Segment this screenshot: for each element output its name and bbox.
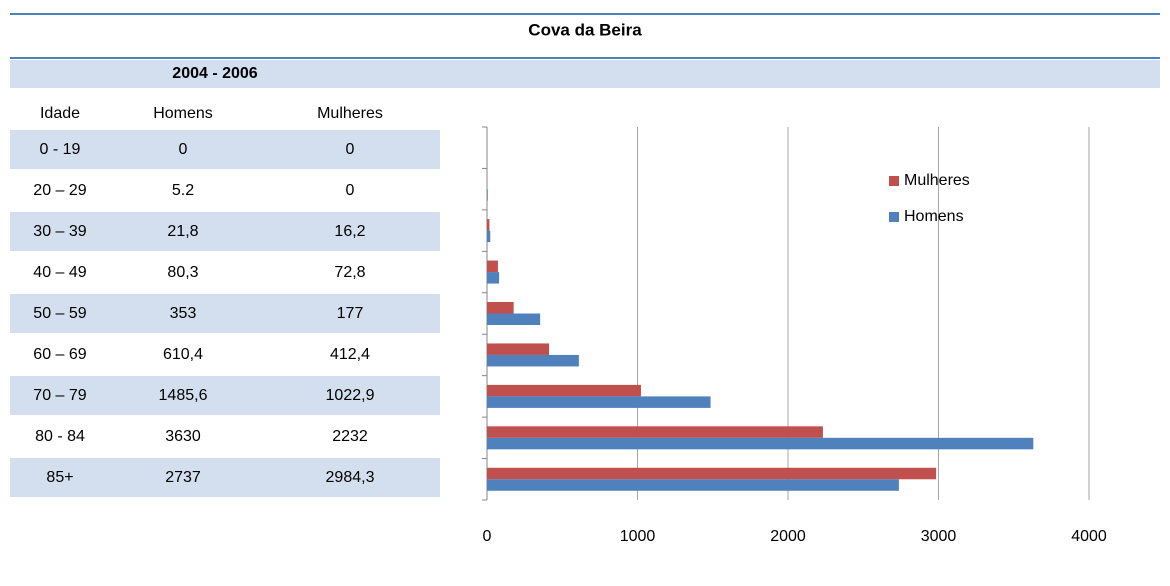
x-tick-label: 0: [483, 528, 492, 545]
bar: [487, 343, 550, 355]
legend-label: Mulheres: [904, 172, 970, 189]
cell: 21,8: [167, 223, 198, 240]
cell: 50 – 59: [33, 305, 86, 322]
bar: [487, 230, 491, 243]
bar: [487, 396, 711, 408]
period: 2004 - 2006: [172, 65, 258, 82]
cell: 30 – 39: [33, 223, 86, 240]
row-band: [10, 294, 440, 333]
title: Cova da Beira: [528, 20, 642, 39]
cell: 1485,6: [159, 387, 208, 404]
cell: 80,3: [167, 264, 198, 281]
bar: [487, 426, 823, 438]
bar: [487, 302, 514, 314]
x-tick-label: 2000: [770, 528, 806, 545]
bar: [487, 479, 899, 491]
row-band: [10, 458, 440, 497]
bar: [487, 313, 541, 325]
cell: 2232: [332, 428, 368, 445]
bar: [487, 354, 579, 367]
column-header: Mulheres: [317, 105, 383, 122]
bar: [487, 272, 500, 284]
legend-swatch: [889, 212, 899, 222]
cell: 353: [170, 305, 197, 322]
column-header: Homens: [153, 105, 213, 122]
column-header: Idade: [40, 105, 80, 122]
bar: [487, 189, 488, 201]
cell: 177: [337, 305, 364, 322]
bar: [487, 219, 490, 231]
x-tick-label: 1000: [620, 528, 656, 545]
period-band: [10, 60, 1160, 88]
row-band: [10, 376, 440, 415]
cell: 85+: [46, 469, 73, 486]
cell: 80 - 84: [35, 428, 85, 445]
row-band: [10, 212, 440, 251]
cell: 0: [346, 141, 355, 158]
legend-swatch: [889, 176, 899, 186]
cell: 5.2: [172, 182, 194, 199]
row-band: [10, 130, 440, 169]
cell: 70 – 79: [33, 387, 86, 404]
cell: 2984,3: [326, 469, 375, 486]
bar: [487, 467, 937, 480]
bar: [487, 437, 1034, 450]
cell: 0: [179, 141, 188, 158]
cell: 40 – 49: [33, 264, 86, 281]
cell: 1022,9: [326, 387, 375, 404]
x-tick-label: 3000: [921, 528, 957, 545]
cell: 20 – 29: [33, 182, 86, 199]
cell: 72,8: [334, 264, 365, 281]
legend-label: Homens: [904, 208, 964, 225]
x-tick-label: 4000: [1071, 528, 1107, 545]
cell: 2737: [165, 469, 201, 486]
cell: 412,4: [330, 346, 370, 363]
cell: 0 - 19: [40, 141, 81, 158]
bar: [487, 260, 498, 273]
cell: 3630: [165, 428, 201, 445]
bar: [487, 384, 641, 397]
cell: 610,4: [163, 346, 203, 363]
cell: 60 – 69: [33, 346, 86, 363]
cell: 0: [346, 182, 355, 199]
cell: 16,2: [334, 223, 365, 240]
